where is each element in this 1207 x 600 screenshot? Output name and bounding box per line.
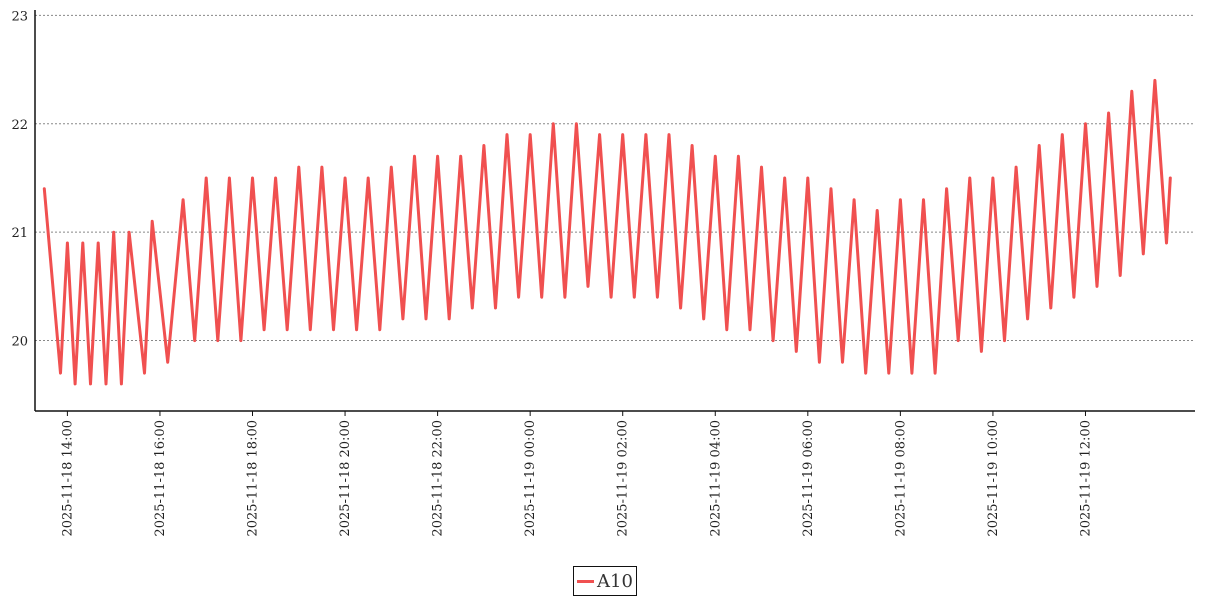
x-axis-ticks: 2025-11-18 14:00 2025-11-18 16:00 2025-11-… [60,411,1093,537]
x-tick-label: 2025-11-19 04:00 [708,420,723,537]
series-line-A10 [42,78,1172,386]
gridlines [35,14,1195,342]
x-tick-label: 2025-11-18 14:00 [60,420,75,537]
series-lines [42,78,1172,386]
x-tick-label: 2025-11-18 20:00 [338,420,353,537]
x-tick-label: 2025-11-18 16:00 [153,420,168,537]
y-tick-label: 20 [11,335,28,350]
x-tick-label: 2025-11-19 06:00 [801,420,816,537]
y-tick-label: 21 [11,226,28,241]
legend-swatch-icon [577,579,594,583]
y-tick-label: 23 [11,9,28,24]
x-tick-label: 2025-11-19 12:00 [1078,420,1093,537]
legend: A10 [573,566,637,596]
legend-label: A10 [597,570,633,592]
x-tick-label: 2025-11-19 10:00 [986,420,1001,537]
x-tick-label: 2025-11-18 18:00 [246,420,261,537]
x-tick-label: 2025-11-19 08:00 [893,420,908,537]
y-tick-label: 22 [11,118,28,133]
y-axis-ticks: 20 21 22 23 [11,9,28,349]
axes [34,10,1195,412]
x-tick-label: 2025-11-19 02:00 [616,420,631,537]
x-tick-label: 2025-11-19 00:00 [523,420,538,537]
x-tick-label: 2025-11-18 22:00 [431,420,446,537]
